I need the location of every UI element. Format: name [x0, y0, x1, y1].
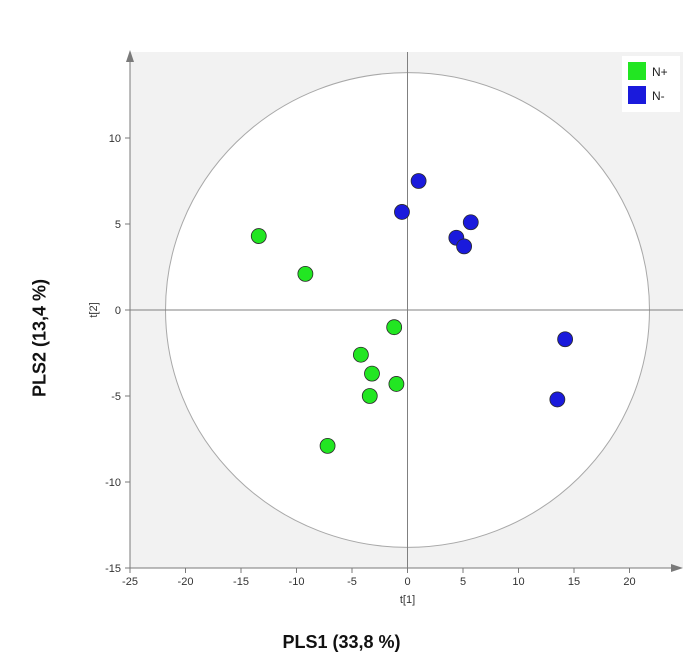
point-n-plus [361, 388, 378, 404]
x-tick-label: 0 [404, 576, 410, 588]
y-tick-label: -15 [105, 563, 121, 575]
point-n-plus [364, 365, 380, 382]
x-tick-label: 5 [460, 576, 466, 588]
point-n-minus [394, 204, 410, 220]
point-n-plus [386, 319, 403, 336]
point-n-plus [297, 265, 314, 282]
point-n-minus [549, 391, 566, 408]
y-tick-label: -5 [111, 391, 121, 403]
x-tick-label: -15 [233, 576, 249, 588]
point-n-plus [388, 376, 405, 392]
x-axis-arrow [671, 564, 683, 572]
x-axis-title: PLS1 (33,8 %) [282, 632, 401, 652]
legend-swatch-n-plus [628, 62, 646, 80]
y-tick-label: 5 [115, 219, 121, 231]
point-n-minus [462, 214, 479, 231]
point-n-minus [557, 331, 574, 348]
legend-label-n-minus: N- [652, 89, 665, 103]
x-tick-label: 20 [623, 576, 635, 588]
x-tick-label: -20 [178, 576, 194, 588]
x-tick-label: -5 [347, 576, 357, 588]
point-n-plus [352, 346, 369, 363]
x-tick-label: -25 [122, 576, 138, 588]
point-n-plus [250, 228, 267, 244]
point-n-minus [410, 173, 427, 189]
point-n-plus [319, 437, 336, 454]
x-tick-label: -10 [289, 576, 305, 588]
y-tick-label: 0 [115, 305, 121, 317]
y-axis-arrow [126, 50, 134, 62]
y-axis-title: PLS2 (13,4 %) [29, 278, 50, 398]
point-n-minus [456, 238, 473, 255]
y-tick-label: -10 [105, 477, 121, 489]
legend-label-n-plus: N+ [652, 65, 668, 79]
y-tick-label: 10 [109, 133, 121, 145]
x-tick-label: 15 [568, 576, 580, 588]
legend-swatch-n-minus [628, 86, 646, 104]
inner-x-axis-label: t[1] [400, 594, 415, 606]
x-tick-label: 10 [512, 576, 524, 588]
inner-y-axis-label: t[2] [88, 302, 100, 317]
